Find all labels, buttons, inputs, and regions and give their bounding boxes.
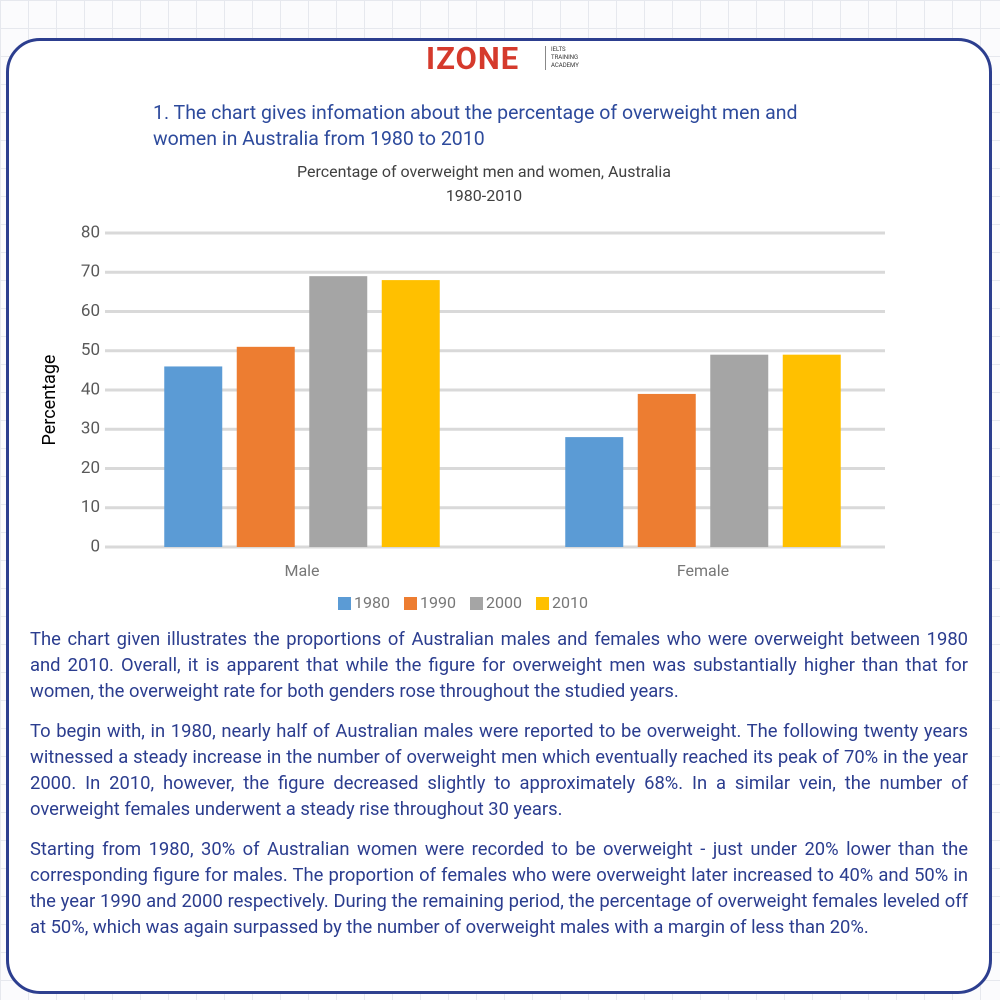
question: 1. The chart gives infomation about the …: [153, 101, 798, 150]
legend-label: 1980: [354, 593, 390, 612]
tagline-line: TRAINING: [551, 54, 579, 61]
chart-title: Percentage of overweight men and women, …: [297, 162, 671, 181]
paragraph: To begin with, in 1980, nearly half of A…: [30, 721, 968, 820]
bar: [309, 276, 368, 547]
x-tick-label: Male: [284, 561, 319, 580]
paragraph: Starting from 1980, 30% of Australian wo…: [30, 839, 968, 938]
legend-swatch: [404, 597, 417, 610]
bar: [164, 366, 223, 547]
bar: [381, 280, 440, 547]
y-tick-label: 40: [81, 379, 100, 399]
y-tick-label: 0: [90, 536, 100, 556]
chart-subtitle: 1980-2010: [446, 186, 522, 205]
legend-swatch: [536, 597, 549, 610]
chart: Percentage of overweight men and women, …: [39, 162, 885, 612]
bar: [565, 437, 624, 547]
answer: The chart given illustrates the proporti…: [30, 627, 968, 955]
y-tick-label: 80: [81, 222, 100, 242]
tagline: IELTS TRAINING ACADEMY: [545, 46, 579, 70]
tagline-line: ACADEMY: [551, 62, 579, 69]
x-tick-label: Female: [677, 561, 729, 580]
bar: [637, 393, 696, 547]
y-tick-label: 70: [81, 262, 100, 282]
bar: [782, 354, 841, 547]
y-tick-label: 20: [81, 458, 100, 478]
legend-swatch: [338, 597, 351, 610]
legend-label: 2010: [552, 593, 588, 612]
legend-swatch: [470, 597, 483, 610]
bar: [236, 346, 295, 547]
legend-label: 2000: [486, 593, 522, 612]
logo: IZONE: [426, 40, 520, 77]
y-axis-label: Percentage: [39, 355, 60, 446]
y-tick-label: 60: [81, 301, 100, 321]
bar: [710, 354, 769, 547]
y-tick-label: 10: [81, 497, 100, 517]
y-tick-label: 50: [81, 340, 100, 360]
paragraph: The chart given illustrates the proporti…: [30, 629, 968, 702]
tagline-line: IELTS: [551, 46, 566, 53]
legend-label: 1990: [420, 593, 456, 612]
y-tick-label: 30: [81, 419, 100, 439]
